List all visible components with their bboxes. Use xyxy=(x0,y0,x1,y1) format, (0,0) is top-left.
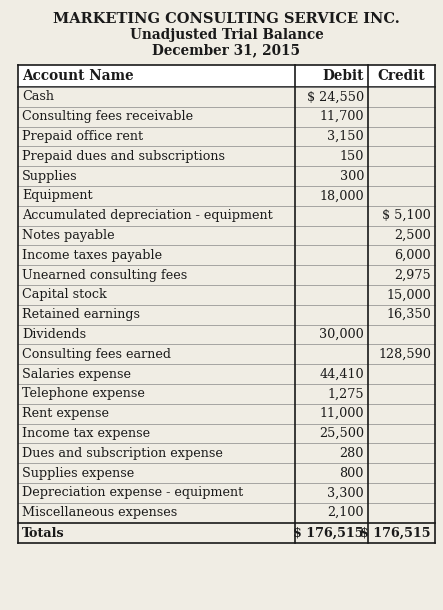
Text: Supplies expense: Supplies expense xyxy=(22,467,134,479)
Text: 30,000: 30,000 xyxy=(319,328,364,341)
Text: 300: 300 xyxy=(340,170,364,182)
Text: Prepaid dues and subscriptions: Prepaid dues and subscriptions xyxy=(22,150,225,163)
Text: Miscellaneous expenses: Miscellaneous expenses xyxy=(22,506,177,519)
Text: Capital stock: Capital stock xyxy=(22,289,107,301)
Text: Supplies: Supplies xyxy=(22,170,78,182)
Text: 128,590: 128,590 xyxy=(378,348,431,361)
Text: $ 176,515: $ 176,515 xyxy=(361,526,431,539)
Text: $ 24,550: $ 24,550 xyxy=(307,90,364,104)
Text: Dividends: Dividends xyxy=(22,328,86,341)
Text: 2,500: 2,500 xyxy=(394,229,431,242)
Text: Depreciation expense - equipment: Depreciation expense - equipment xyxy=(22,486,243,500)
Text: 18,000: 18,000 xyxy=(319,189,364,203)
Text: 25,500: 25,500 xyxy=(319,427,364,440)
Text: Telephone expense: Telephone expense xyxy=(22,387,145,400)
Text: 2,100: 2,100 xyxy=(327,506,364,519)
Bar xyxy=(18,65,435,87)
Text: 280: 280 xyxy=(340,447,364,460)
Text: Totals: Totals xyxy=(22,526,65,539)
Text: Unearned consulting fees: Unearned consulting fees xyxy=(22,268,187,282)
Text: 2,975: 2,975 xyxy=(394,268,431,282)
Text: 1,275: 1,275 xyxy=(327,387,364,400)
Text: 11,000: 11,000 xyxy=(319,407,364,420)
Text: 16,350: 16,350 xyxy=(386,308,431,321)
Text: Income tax expense: Income tax expense xyxy=(22,427,150,440)
Text: Debit: Debit xyxy=(323,69,364,83)
Text: Retained earnings: Retained earnings xyxy=(22,308,140,321)
Text: 11,700: 11,700 xyxy=(319,110,364,123)
Text: Equipment: Equipment xyxy=(22,189,93,203)
Text: 800: 800 xyxy=(340,467,364,479)
Text: Accumulated depreciation - equipment: Accumulated depreciation - equipment xyxy=(22,209,273,222)
Text: Prepaid office rent: Prepaid office rent xyxy=(22,130,143,143)
Text: Consulting fees receivable: Consulting fees receivable xyxy=(22,110,193,123)
Text: Salaries expense: Salaries expense xyxy=(22,368,131,381)
Text: Dues and subscription expense: Dues and subscription expense xyxy=(22,447,223,460)
Text: $ 176,515: $ 176,515 xyxy=(294,526,364,539)
Text: Income taxes payable: Income taxes payable xyxy=(22,249,162,262)
Text: Notes payable: Notes payable xyxy=(22,229,115,242)
Text: 3,150: 3,150 xyxy=(327,130,364,143)
Text: December 31, 2015: December 31, 2015 xyxy=(152,43,300,57)
Text: 6,000: 6,000 xyxy=(394,249,431,262)
Text: 15,000: 15,000 xyxy=(386,289,431,301)
Text: Unadjusted Trial Balance: Unadjusted Trial Balance xyxy=(130,28,323,42)
Text: $ 5,100: $ 5,100 xyxy=(382,209,431,222)
Text: 150: 150 xyxy=(340,150,364,163)
Text: Rent expense: Rent expense xyxy=(22,407,109,420)
Text: 44,410: 44,410 xyxy=(319,368,364,381)
Text: Account Name: Account Name xyxy=(22,69,134,83)
Text: Credit: Credit xyxy=(377,69,425,83)
Text: Consulting fees earned: Consulting fees earned xyxy=(22,348,171,361)
Text: MARKETING CONSULTING SERVICE INC.: MARKETING CONSULTING SERVICE INC. xyxy=(53,12,400,26)
Text: 3,300: 3,300 xyxy=(327,486,364,500)
Text: Cash: Cash xyxy=(22,90,54,104)
